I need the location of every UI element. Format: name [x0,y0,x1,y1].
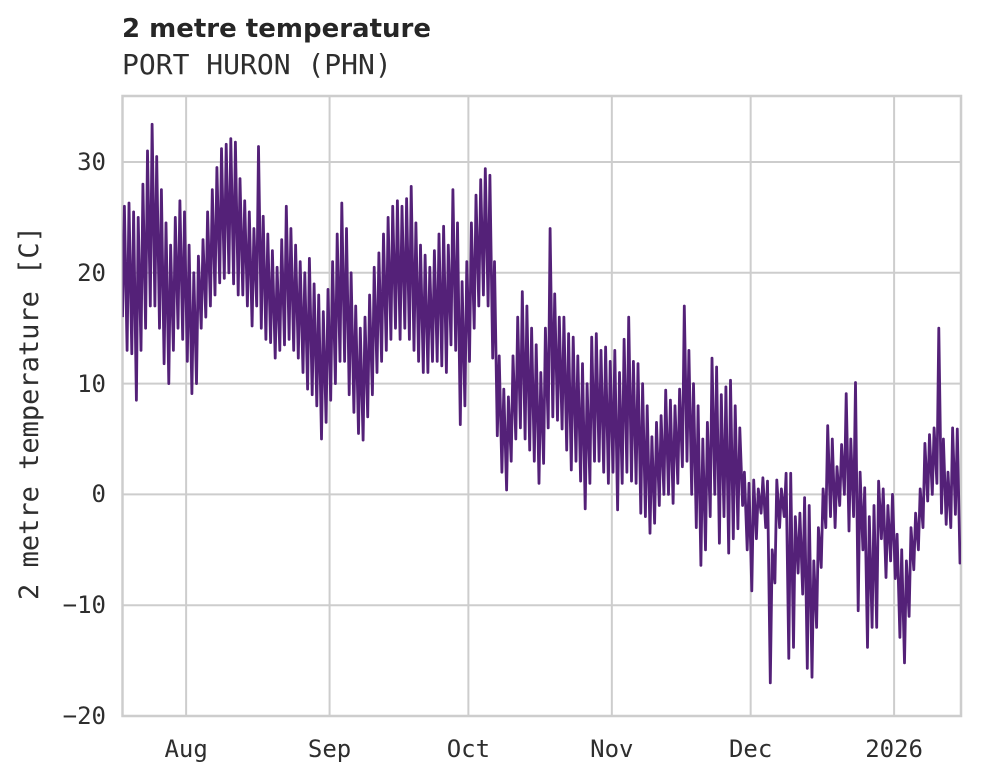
y-tick-label: 20 [77,258,106,287]
x-tick-label: Aug [164,735,208,763]
x-tick-label: Sep [307,735,352,763]
chart-subtitle: PORT HURON (PHN) [122,48,392,81]
x-tick-label: 2026 [865,735,923,763]
temperature-line [122,122,961,685]
x-tick-label: Dec [728,735,773,763]
y-tick-label: 0 [91,480,106,509]
y-tick-label: −20 [62,702,106,730]
plot-border [121,94,963,718]
x-tick-label: Nov [590,735,634,763]
y-tick-label: −10 [62,591,106,620]
y-tick-label: 30 [77,148,106,176]
chart-title: 2 metre temperature [122,14,431,44]
y-tick-label: 10 [77,369,106,398]
x-tick-label: Oct [446,735,491,763]
